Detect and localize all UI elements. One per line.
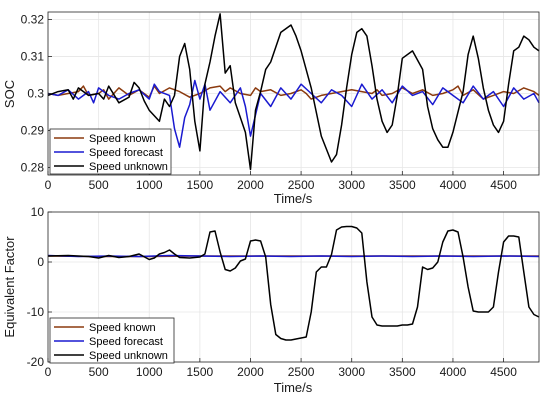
ef-series-line-speed-unknown <box>47 225 540 341</box>
ef-x-tick-label: 4500 <box>490 365 517 379</box>
ef-legend: Speed known Speed forecast Speed unknown <box>49 317 175 364</box>
soc-x-tick-label: 0 <box>45 178 52 192</box>
ef-x-tick-label: 2500 <box>288 365 315 379</box>
soc-x-tick-label: 3500 <box>389 178 416 192</box>
ef-axes-box <box>47 211 540 363</box>
ef-x-tick-label: 4000 <box>440 365 467 379</box>
ef-legend-label: Speed forecast <box>89 336 163 348</box>
soc-series-line-speed-unknown <box>47 13 540 171</box>
ef-x-tick-label: 3500 <box>389 365 416 379</box>
soc-y-tick-label: 0.3 <box>27 87 44 101</box>
ef-legend-label: Speed unknown <box>89 350 168 362</box>
soc-legend-label: Speed unknown <box>89 161 168 173</box>
soc-x-ticks: 0 500 1000 1500 2000 2500 3000 3500 4000 4500 <box>45 171 517 192</box>
soc-y-axis-label: SOC <box>2 80 17 108</box>
ef-y-tick-label: -20 <box>27 355 45 369</box>
soc-x-axis-label: Time/s <box>274 191 313 206</box>
soc-x-tick-label: 2500 <box>288 178 315 192</box>
ef-series <box>47 225 540 341</box>
ef-legend-label: Speed known <box>89 322 156 334</box>
ef-x-ticks: 0 500 1000 1500 2000 2500 3000 3500 4000 4500 <box>45 358 517 379</box>
ef-x-axis-label: Time/s <box>274 380 313 395</box>
soc-y-tick-label: 0.31 <box>21 49 45 63</box>
soc-y-tick-label: 0.32 <box>21 12 45 26</box>
soc-x-tick-label: 2000 <box>237 178 264 192</box>
soc-x-tick-label: 1500 <box>187 178 214 192</box>
ef-x-tick-label: 1000 <box>136 365 163 379</box>
ef-y-ticks: -20 -10 0 10 <box>27 205 52 369</box>
soc-x-tick-label: 3000 <box>338 178 365 192</box>
ef-x-tick-label: 2000 <box>237 365 264 379</box>
soc-series <box>47 13 540 171</box>
ef-x-tick-label: 0 <box>45 365 52 379</box>
soc-chart: 0 500 1000 1500 2000 2500 3000 3500 4000 4500 0.2… <box>2 11 540 206</box>
soc-x-tick-label: 4000 <box>440 178 467 192</box>
soc-legend-label: Speed known <box>89 133 156 145</box>
ef-y-axis-label: Equivalent Factor <box>2 236 17 338</box>
ef-x-tick-label: 500 <box>89 365 109 379</box>
soc-legend-label: Speed forecast <box>89 147 163 159</box>
soc-y-tick-label: 0.28 <box>21 161 45 175</box>
ef-y-tick-label: 0 <box>37 255 44 269</box>
soc-x-tick-label: 4500 <box>490 178 517 192</box>
equivalent-factor-chart: 0 500 1000 1500 2000 2500 3000 3500 4000 4500 -20… <box>2 205 540 395</box>
soc-legend: Speed known Speed forecast Speed unknown <box>49 128 172 175</box>
soc-y-tick-label: 0.29 <box>21 124 45 138</box>
ef-y-tick-label: 10 <box>31 205 45 219</box>
ef-y-tick-label: -10 <box>27 305 45 319</box>
soc-y-ticks: 0.28 0.29 0.3 0.31 0.32 <box>21 12 52 175</box>
soc-x-tick-label: 500 <box>89 178 109 192</box>
ef-x-tick-label: 1500 <box>187 365 214 379</box>
soc-x-tick-label: 1000 <box>136 178 163 192</box>
ef-x-tick-label: 3000 <box>338 365 365 379</box>
